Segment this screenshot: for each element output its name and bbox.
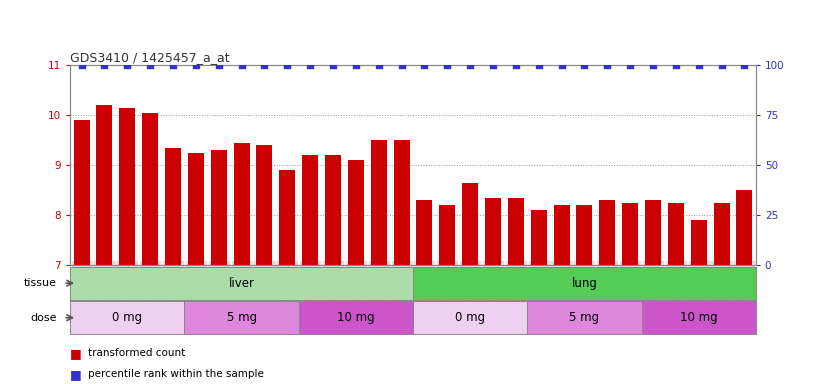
Text: 5 mg: 5 mg xyxy=(569,311,600,324)
Bar xyxy=(119,108,135,265)
Point xyxy=(212,62,225,68)
Bar xyxy=(553,205,570,265)
Bar xyxy=(530,210,547,265)
Point xyxy=(578,62,591,68)
Bar xyxy=(413,301,527,334)
Point xyxy=(235,62,249,68)
Bar xyxy=(736,190,752,265)
Bar xyxy=(234,143,249,265)
Bar xyxy=(371,140,387,265)
Bar xyxy=(667,203,684,265)
Point xyxy=(189,62,202,68)
Point xyxy=(258,62,271,68)
Bar xyxy=(165,148,181,265)
Bar xyxy=(527,301,642,334)
Text: ■: ■ xyxy=(70,368,82,381)
Point xyxy=(647,62,660,68)
Bar xyxy=(97,105,112,265)
Text: dose: dose xyxy=(30,313,56,323)
Bar xyxy=(142,113,159,265)
Text: lung: lung xyxy=(572,277,597,290)
Text: 0 mg: 0 mg xyxy=(112,311,142,324)
Text: 10 mg: 10 mg xyxy=(680,311,718,324)
Bar xyxy=(462,182,478,265)
Point xyxy=(395,62,408,68)
Bar xyxy=(691,220,707,265)
Bar xyxy=(188,152,204,265)
Bar xyxy=(184,301,299,334)
Point xyxy=(167,62,180,68)
Text: ■: ■ xyxy=(70,347,82,360)
Point xyxy=(98,62,112,68)
Bar xyxy=(714,203,729,265)
Point xyxy=(326,62,339,68)
Point xyxy=(532,62,545,68)
Bar xyxy=(508,197,524,265)
Text: 10 mg: 10 mg xyxy=(337,311,375,324)
Point xyxy=(601,62,614,68)
Bar xyxy=(485,197,501,265)
Bar xyxy=(302,155,318,265)
Point xyxy=(144,62,157,68)
Text: 0 mg: 0 mg xyxy=(455,311,485,324)
Text: percentile rank within the sample: percentile rank within the sample xyxy=(88,369,264,379)
Point xyxy=(373,62,386,68)
Point xyxy=(692,62,705,68)
Bar xyxy=(211,150,227,265)
Point xyxy=(715,62,729,68)
Bar xyxy=(622,203,638,265)
Text: liver: liver xyxy=(229,277,254,290)
Bar xyxy=(642,301,756,334)
Point xyxy=(121,62,134,68)
Text: 5 mg: 5 mg xyxy=(226,311,257,324)
Bar xyxy=(577,205,592,265)
Point xyxy=(349,62,363,68)
Bar xyxy=(74,120,90,265)
Point xyxy=(304,62,317,68)
Point xyxy=(487,62,500,68)
Text: tissue: tissue xyxy=(23,278,56,288)
Point xyxy=(281,62,294,68)
Point xyxy=(738,62,751,68)
Bar xyxy=(299,301,413,334)
Text: GDS3410 / 1425457_a_at: GDS3410 / 1425457_a_at xyxy=(70,51,230,64)
Point xyxy=(441,62,454,68)
Bar xyxy=(599,200,615,265)
Point xyxy=(75,62,88,68)
Bar xyxy=(416,200,433,265)
Point xyxy=(509,62,523,68)
Bar xyxy=(393,140,410,265)
Point xyxy=(669,62,682,68)
Bar xyxy=(348,160,364,265)
Bar xyxy=(645,200,661,265)
Text: transformed count: transformed count xyxy=(88,348,186,358)
Bar xyxy=(325,155,341,265)
Bar xyxy=(70,301,184,334)
Bar xyxy=(439,205,455,265)
Bar xyxy=(413,267,756,300)
Point xyxy=(624,62,637,68)
Bar xyxy=(256,145,273,265)
Point xyxy=(463,62,477,68)
Bar xyxy=(279,170,296,265)
Bar xyxy=(70,267,413,300)
Point xyxy=(418,62,431,68)
Point xyxy=(555,62,568,68)
